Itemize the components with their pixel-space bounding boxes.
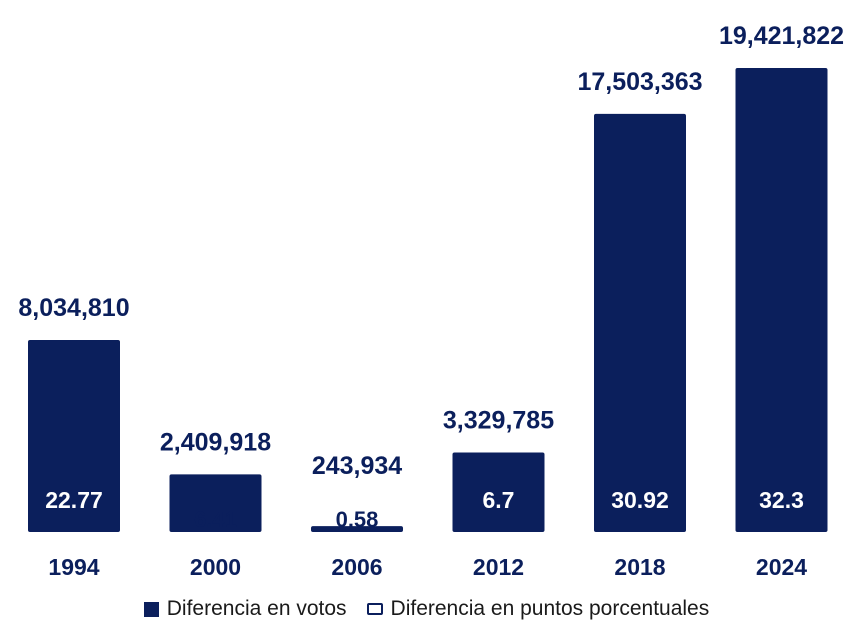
value-label-points-1994: 22.77 <box>45 487 103 513</box>
bar-2018 <box>594 113 686 532</box>
value-label-votes-2018: 17,503,363 <box>577 68 702 96</box>
value-label-points-2024: 32.3 <box>759 487 804 513</box>
x-tick-label-2018: 2018 <box>614 554 665 580</box>
legend-swatch-points <box>366 603 383 615</box>
value-label-votes-2006: 243,934 <box>312 452 402 480</box>
x-tick-label-2024: 2024 <box>756 554 807 580</box>
legend-swatch-votes <box>143 601 159 617</box>
value-label-votes-2024: 19,421,822 <box>719 22 844 50</box>
legend: Diferencia en votos Diferencia en puntos… <box>0 594 853 624</box>
legend-item-votes: Diferencia en votos <box>143 597 347 621</box>
legend-item-points: Diferencia en puntos porcentuales <box>366 597 710 621</box>
x-tick-label-2012: 2012 <box>473 554 524 580</box>
legend-label-votes: Diferencia en votos <box>166 597 347 620</box>
value-label-votes-1994: 8,034,810 <box>18 294 129 322</box>
x-tick-label-2000: 2000 <box>190 554 241 580</box>
value-label-votes-2000: 2,409,918 <box>160 428 271 456</box>
value-label-votes-2012: 3,329,785 <box>443 406 554 434</box>
bar-2024 <box>735 68 828 532</box>
bar-1994 <box>28 340 120 532</box>
bar-2006 <box>311 526 403 532</box>
x-tick-label-2006: 2006 <box>331 554 382 580</box>
x-tick-label-1994: 1994 <box>48 554 99 580</box>
value-label-points-2018: 30.92 <box>611 487 669 513</box>
value-label-points-2012: 6.7 <box>483 487 515 513</box>
value-label-points-2000: 6.41 <box>194 507 237 532</box>
bar-2000 <box>169 474 262 532</box>
value-label-points-2006: 0.58 <box>336 507 379 532</box>
legend-label-points: Diferencia en puntos porcentuales <box>390 597 710 620</box>
bar-2012 <box>452 452 545 532</box>
